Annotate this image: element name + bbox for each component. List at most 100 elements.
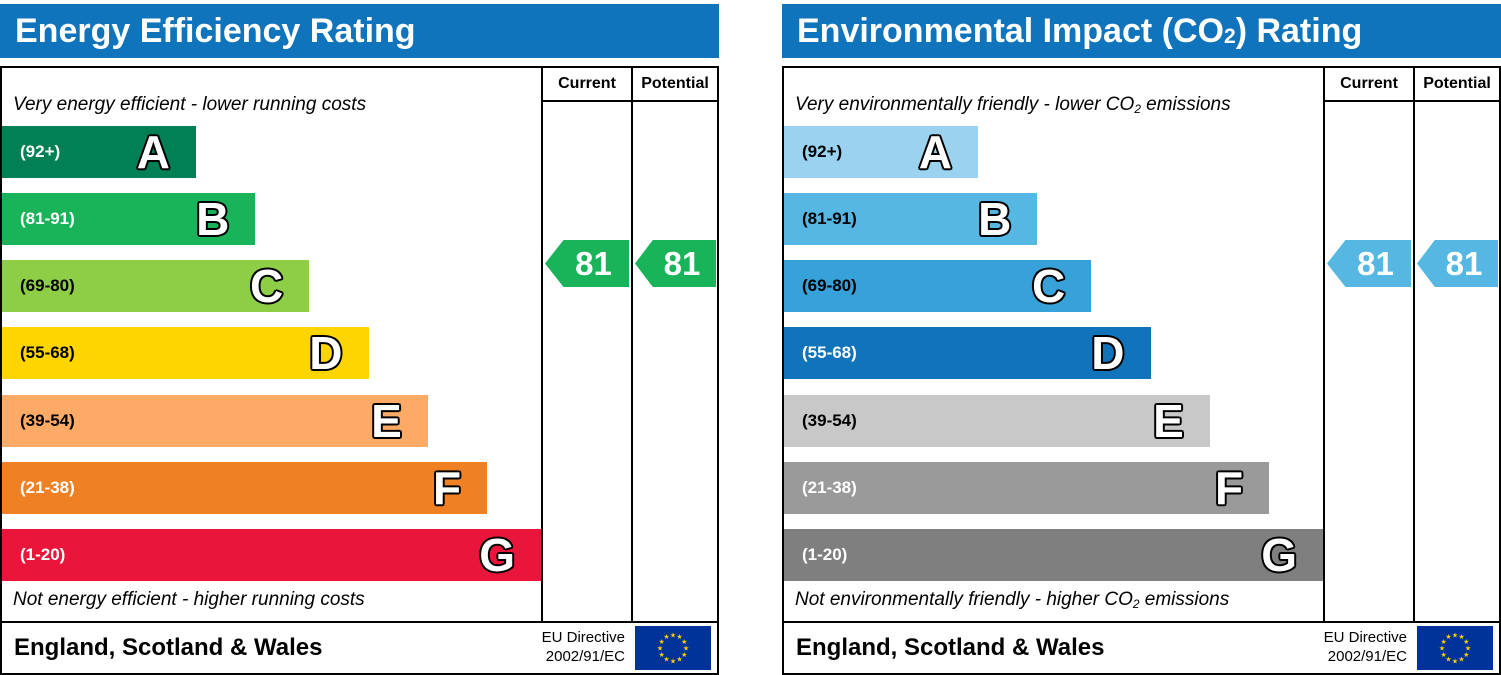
potential-rating-value: 81 bbox=[1445, 244, 1483, 282]
band-letter: E bbox=[370, 394, 403, 447]
band-row-f: (21-38) F bbox=[784, 461, 1270, 514]
co2-bands: (92+) A (81-91) B (69-80) C (55-68) D (3… bbox=[784, 126, 1323, 581]
potential-rating-arrow: 81 bbox=[1417, 240, 1498, 287]
bottom-note: Not environmentally friendly - higher CO… bbox=[795, 589, 1230, 612]
environmental-impact-panel: Environmental Impact (CO 2) Rating Very e… bbox=[782, 0, 1501, 675]
band-letter: D bbox=[308, 327, 343, 380]
energy-bands: (92+) A (81-91) B (69-80) C (55-68) D (3… bbox=[2, 126, 541, 581]
band-range-label: (92+) bbox=[802, 142, 843, 161]
band-row-c: (69-80) C bbox=[784, 260, 1092, 313]
band-row-b: (81-91) B bbox=[784, 193, 1038, 246]
current-column: 81 bbox=[1323, 102, 1413, 621]
band-range-label: (92+) bbox=[20, 142, 61, 161]
svg-text:★: ★ bbox=[1463, 638, 1469, 646]
current-column: 81 bbox=[541, 102, 631, 621]
title-subscript: 2 bbox=[1223, 24, 1236, 48]
svg-text:★: ★ bbox=[663, 656, 669, 664]
svg-text:★: ★ bbox=[1441, 638, 1447, 646]
potential-rating-arrow: 81 bbox=[635, 240, 716, 287]
table-footer: England, Scotland & Wales EU Directive 2… bbox=[2, 621, 717, 673]
potential-column-header: Potential bbox=[631, 68, 717, 102]
band-row-g: (1-20) G bbox=[784, 528, 1323, 581]
svg-text:★: ★ bbox=[1458, 656, 1464, 664]
band-range-label: (69-80) bbox=[20, 276, 75, 296]
band-range-label: (1-20) bbox=[802, 544, 848, 564]
band-range-label: (81-91) bbox=[20, 209, 75, 229]
eu-flag-icon: ★ ★ ★ ★ ★ ★ ★ ★ ★ ★ ★ ★ bbox=[635, 626, 711, 670]
band-letter: D bbox=[1090, 327, 1125, 380]
potential-column: 81 bbox=[1413, 102, 1499, 621]
energy-bands-area: Very energy efficient - lower running co… bbox=[2, 68, 541, 621]
current-column-header: Current bbox=[541, 68, 631, 102]
band-letter: G bbox=[1260, 528, 1298, 581]
band-letter: F bbox=[432, 461, 462, 514]
svg-text:★: ★ bbox=[1452, 631, 1458, 639]
band-letter: C bbox=[1031, 260, 1066, 313]
band-letter: E bbox=[1152, 394, 1185, 447]
band-range-label: (21-38) bbox=[20, 477, 75, 497]
svg-text:★: ★ bbox=[1445, 633, 1451, 641]
energy-efficiency-panel: Energy Efficiency Rating Very energy eff… bbox=[0, 0, 719, 675]
band-letter: B bbox=[977, 193, 1012, 246]
band-row-g: (1-20) G bbox=[2, 528, 541, 581]
eu-flag-icon: ★ ★ ★ ★ ★ ★ ★ ★ ★ ★ ★ ★ bbox=[1417, 626, 1493, 670]
bottom-note: Not energy efficient - higher running co… bbox=[13, 589, 365, 610]
band-letter: A bbox=[918, 126, 953, 178]
current-rating-value: 81 bbox=[575, 244, 612, 282]
band-range-label: (69-80) bbox=[802, 276, 857, 296]
svg-text:★: ★ bbox=[676, 633, 682, 641]
band-range-label: (39-54) bbox=[20, 410, 75, 430]
current-column-header: Current bbox=[1323, 68, 1413, 102]
top-note: Very energy efficient - lower running co… bbox=[13, 94, 367, 115]
svg-text:★: ★ bbox=[1452, 657, 1458, 665]
band-row-e: (39-54) E bbox=[2, 394, 428, 447]
eu-directive-label: EU Directive 2002/91/EC bbox=[1323, 629, 1407, 665]
eu-directive-label: EU Directive 2002/91/EC bbox=[541, 629, 625, 665]
band-range-label: (21-38) bbox=[802, 477, 857, 497]
environmental-impact-title: Environmental Impact (CO 2) Rating bbox=[782, 4, 1501, 58]
current-rating-arrow: 81 bbox=[545, 240, 629, 287]
band-row-f: (21-38) F bbox=[2, 461, 488, 514]
potential-column-header: Potential bbox=[1413, 68, 1499, 102]
band-row-c: (69-80) C bbox=[2, 260, 310, 313]
band-row-e: (39-54) E bbox=[784, 394, 1210, 447]
energy-rating-table: Very energy efficient - lower running co… bbox=[0, 66, 719, 675]
band-range-label: (55-68) bbox=[20, 343, 75, 363]
current-rating-arrow: 81 bbox=[1327, 240, 1411, 287]
svg-text:★: ★ bbox=[659, 651, 665, 659]
band-row-b: (81-91) B bbox=[2, 193, 256, 246]
title-text-post: ) Rating bbox=[1235, 11, 1363, 50]
svg-text:★: ★ bbox=[1441, 651, 1447, 659]
co2-rating-table: Very environmentally friendly - lower CO… bbox=[782, 66, 1501, 675]
band-row-d: (55-68) D bbox=[784, 327, 1151, 380]
band-letter: A bbox=[136, 126, 171, 178]
co2-bands-area: Very environmentally friendly - lower CO… bbox=[784, 68, 1323, 621]
band-row-d: (55-68) D bbox=[2, 327, 369, 380]
region-label: England, Scotland & Wales bbox=[796, 634, 1105, 661]
energy-efficiency-title: Energy Efficiency Rating bbox=[0, 4, 719, 58]
band-row-a: (92+) A bbox=[784, 126, 979, 178]
title-text: Environmental Impact (CO bbox=[797, 11, 1224, 50]
band-range-label: (55-68) bbox=[802, 343, 857, 363]
svg-text:★: ★ bbox=[683, 644, 689, 652]
title-text: Energy Efficiency Rating bbox=[15, 11, 416, 50]
potential-rating-value: 81 bbox=[663, 244, 701, 282]
svg-text:★: ★ bbox=[681, 651, 687, 659]
svg-text:★: ★ bbox=[1445, 656, 1451, 664]
band-letter: B bbox=[195, 193, 230, 246]
table-footer: England, Scotland & Wales EU Directive 2… bbox=[784, 621, 1499, 673]
svg-text:★: ★ bbox=[1439, 644, 1445, 652]
top-note: Very environmentally friendly - lower CO… bbox=[795, 94, 1231, 117]
svg-text:★: ★ bbox=[676, 656, 682, 664]
potential-column: 81 bbox=[631, 102, 717, 621]
svg-text:★: ★ bbox=[681, 638, 687, 646]
svg-text:★: ★ bbox=[1465, 644, 1471, 652]
band-range-label: (81-91) bbox=[802, 209, 857, 229]
svg-text:★: ★ bbox=[670, 657, 676, 665]
region-label: England, Scotland & Wales bbox=[14, 634, 323, 661]
current-rating-value: 81 bbox=[1357, 244, 1394, 282]
svg-text:★: ★ bbox=[659, 638, 665, 646]
band-range-label: (1-20) bbox=[20, 544, 66, 564]
band-row-a: (92+) A bbox=[2, 126, 197, 178]
band-range-label: (39-54) bbox=[802, 410, 857, 430]
